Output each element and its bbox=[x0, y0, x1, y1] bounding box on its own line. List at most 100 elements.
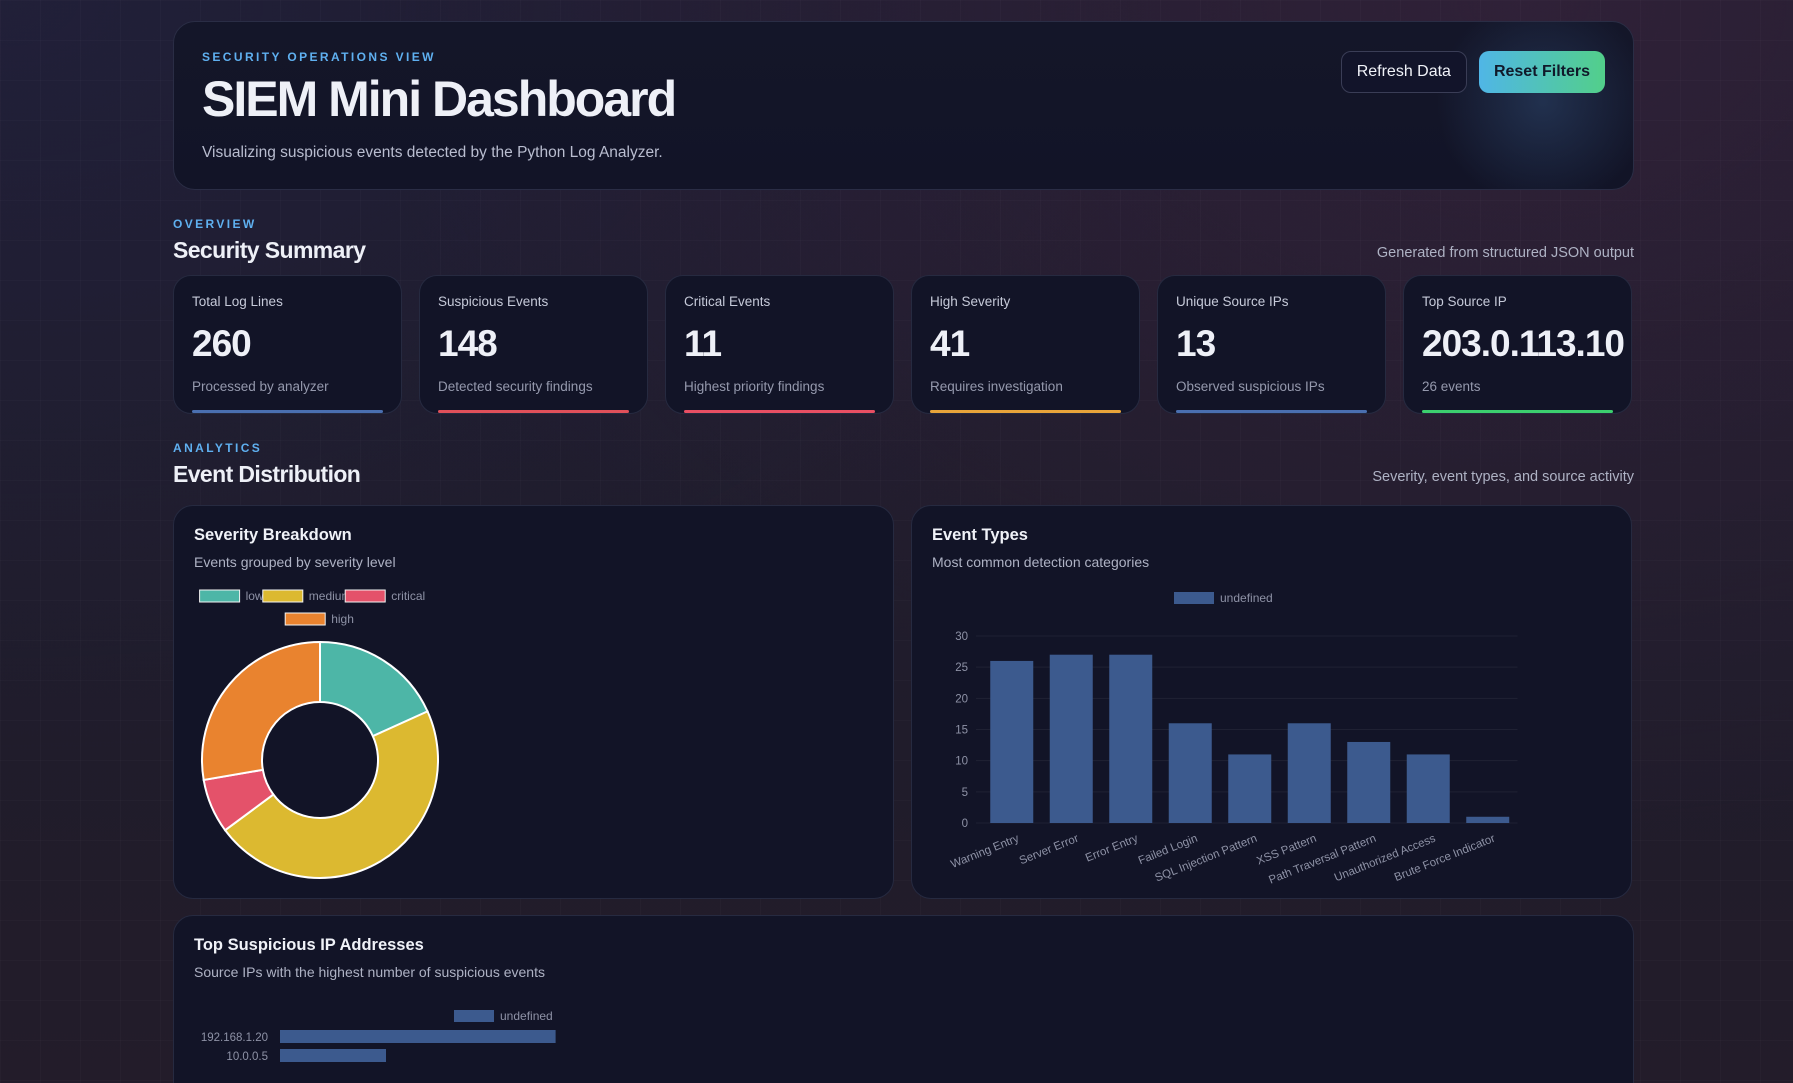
stat-caption: Requires investigation bbox=[930, 379, 1063, 394]
stat-card-high-severity: High Severity 41 Requires investigation bbox=[911, 275, 1140, 414]
top-ip-bar-chart: undefined 192.168.1.20 10.0.0.5 bbox=[201, 1009, 556, 1063]
refresh-data-button[interactable]: Refresh Data bbox=[1340, 51, 1467, 93]
y-tick-label: 25 bbox=[955, 662, 968, 674]
legend-swatch-medium[interactable] bbox=[262, 589, 304, 603]
legend-label-high: high bbox=[331, 612, 354, 626]
y-tick-label: 15 bbox=[955, 725, 968, 737]
stat-caption: 26 events bbox=[1422, 379, 1481, 394]
legend-swatch[interactable] bbox=[1174, 592, 1214, 604]
y-tick-label: 20 bbox=[955, 693, 968, 705]
stat-accent-bar bbox=[192, 410, 383, 413]
legend-label: undefined bbox=[1220, 591, 1273, 605]
ip-bar[interactable] bbox=[280, 1049, 386, 1062]
y-tick-label: 30 bbox=[955, 631, 968, 643]
reset-filters-button[interactable]: Reset Filters bbox=[1478, 51, 1605, 93]
ip-label: 192.168.1.20 bbox=[201, 1032, 268, 1044]
stat-label: Unique Source IPs bbox=[1176, 294, 1289, 309]
bar-path-traversal-pattern[interactable] bbox=[1347, 741, 1391, 823]
legend-label-medium: medium bbox=[309, 589, 352, 603]
legend-swatch-critical[interactable] bbox=[344, 589, 386, 603]
legend-swatch-high[interactable] bbox=[284, 612, 326, 626]
stat-value: 260 bbox=[192, 323, 252, 364]
severity-breakdown-panel: Severity Breakdown Events grouped by sev… bbox=[173, 505, 894, 899]
stat-label: Top Source IP bbox=[1422, 294, 1507, 309]
stat-accent-bar bbox=[438, 410, 629, 413]
x-tick-label: Error Entry bbox=[1084, 833, 1140, 865]
x-tick-label: SQL Injection Pattern bbox=[1153, 833, 1258, 885]
overview-note: Generated from structured JSON output bbox=[1376, 245, 1634, 261]
stat-caption: Detected security findings bbox=[438, 379, 593, 394]
x-tick-label: Server Error bbox=[1018, 833, 1081, 868]
legend-label: undefined bbox=[500, 1009, 553, 1023]
x-tick-label: Warning Entry bbox=[949, 833, 1021, 871]
overview-title: Security Summary bbox=[173, 237, 366, 263]
legend-swatch[interactable] bbox=[454, 1010, 494, 1022]
stat-card-top-source-ip: Top Source IP 203.0.113.10 26 events bbox=[1403, 275, 1632, 414]
stat-card-unique-source-ips: Unique Source IPs 13 Observed suspicious… bbox=[1157, 275, 1386, 414]
charts-row: Severity Breakdown Events grouped by sev… bbox=[173, 505, 1634, 899]
stat-label: High Severity bbox=[930, 294, 1011, 309]
top-ip-panel: Top Suspicious IP Addresses Source IPs w… bbox=[173, 915, 1634, 1083]
donut-slice-medium[interactable] bbox=[223, 710, 439, 879]
stat-accent-bar bbox=[684, 410, 875, 413]
x-tick-label: Path Traversal Pattern bbox=[1267, 833, 1378, 887]
stat-label: Critical Events bbox=[684, 294, 771, 309]
bar-sql-injection-pattern[interactable] bbox=[1228, 754, 1272, 823]
bar-warning-entry[interactable] bbox=[990, 660, 1034, 823]
event-types-bar-chart: undefined 0 5 10 15 20 25 30 Warning EntryServer… bbox=[949, 591, 1518, 887]
analytics-eyebrow: ANALYTICS bbox=[173, 441, 263, 455]
y-tick-label: 10 bbox=[955, 756, 968, 768]
analytics-note: Severity, event types, and source activi… bbox=[1372, 469, 1634, 485]
ip-bar[interactable] bbox=[280, 1030, 556, 1043]
stat-label: Suspicious Events bbox=[438, 294, 549, 309]
bar-unauthorized-access[interactable] bbox=[1406, 754, 1450, 823]
stat-accent-bar bbox=[1422, 410, 1613, 413]
stat-value: 203.0.113.10 bbox=[1422, 323, 1625, 364]
hero-eyebrow: SECURITY OPERATIONS VIEW bbox=[202, 50, 436, 64]
hero-header: SECURITY OPERATIONS VIEW SIEM Mini Dashb… bbox=[173, 21, 1634, 190]
stat-value: 41 bbox=[930, 323, 970, 364]
page-subtitle: Visualizing suspicious events detected b… bbox=[202, 144, 663, 161]
bar-xss-pattern[interactable] bbox=[1287, 723, 1331, 823]
panel-title: Severity Breakdown bbox=[194, 526, 352, 544]
legend-swatch-low[interactable] bbox=[199, 589, 241, 603]
legend-label-low: low bbox=[246, 589, 264, 603]
donut-slice-high[interactable] bbox=[201, 640, 321, 782]
stat-card-total-log-lines: Total Log Lines 260 Processed by analyze… bbox=[173, 275, 402, 414]
y-tick-label: 0 bbox=[962, 818, 968, 830]
overview-eyebrow: OVERVIEW bbox=[173, 217, 257, 231]
panel-title: Top Suspicious IP Addresses bbox=[194, 936, 424, 954]
x-tick-label: Brute Force Indicator bbox=[1393, 833, 1497, 884]
event-types-panel: Event Types Most common detection catego… bbox=[911, 505, 1632, 899]
page-title: SIEM Mini Dashboard bbox=[202, 71, 677, 127]
stat-accent-bar bbox=[930, 410, 1121, 413]
bar-failed-login[interactable] bbox=[1168, 723, 1212, 823]
x-tick-label: Unauthorized Access bbox=[1333, 833, 1438, 885]
panel-title: Event Types bbox=[932, 526, 1028, 544]
y-tick-label: 5 bbox=[962, 787, 968, 799]
severity-donut-chart: low medium critical high bbox=[199, 589, 439, 879]
legend-label-critical: critical bbox=[391, 589, 425, 603]
ip-label: 10.0.0.5 bbox=[226, 1051, 268, 1063]
overview-section-header: OVERVIEW Security Summary Generated from… bbox=[173, 217, 1634, 265]
hero-actions: Refresh Data Reset Filters bbox=[1340, 51, 1605, 93]
bar-brute-force-indicator[interactable] bbox=[1466, 816, 1510, 823]
stat-caption: Observed suspicious IPs bbox=[1176, 379, 1325, 394]
bar-error-entry[interactable] bbox=[1109, 654, 1153, 823]
stat-caption: Processed by analyzer bbox=[192, 379, 329, 394]
bar-server-error[interactable] bbox=[1049, 654, 1093, 823]
panel-subtitle: Source IPs with the highest number of su… bbox=[194, 964, 545, 980]
panel-subtitle: Most common detection categories bbox=[932, 554, 1150, 570]
stat-value: 13 bbox=[1176, 323, 1216, 364]
stat-accent-bar bbox=[1176, 410, 1367, 413]
analytics-section-header: ANALYTICS Event Distribution Severity, e… bbox=[173, 441, 1634, 489]
stat-label: Total Log Lines bbox=[192, 294, 283, 309]
stat-card-suspicious-events: Suspicious Events 148 Detected security … bbox=[419, 275, 648, 414]
stat-caption: Highest priority findings bbox=[684, 379, 825, 394]
stat-cards: Total Log Lines 260 Processed by analyze… bbox=[173, 275, 1634, 414]
panel-subtitle: Events grouped by severity level bbox=[194, 554, 396, 570]
analytics-title: Event Distribution bbox=[173, 461, 361, 487]
dashboard: SECURITY OPERATIONS VIEW SIEM Mini Dashb… bbox=[173, 21, 1634, 1083]
stat-card-critical-events: Critical Events 11 Highest priority find… bbox=[665, 275, 894, 414]
stat-value: 11 bbox=[684, 323, 722, 364]
